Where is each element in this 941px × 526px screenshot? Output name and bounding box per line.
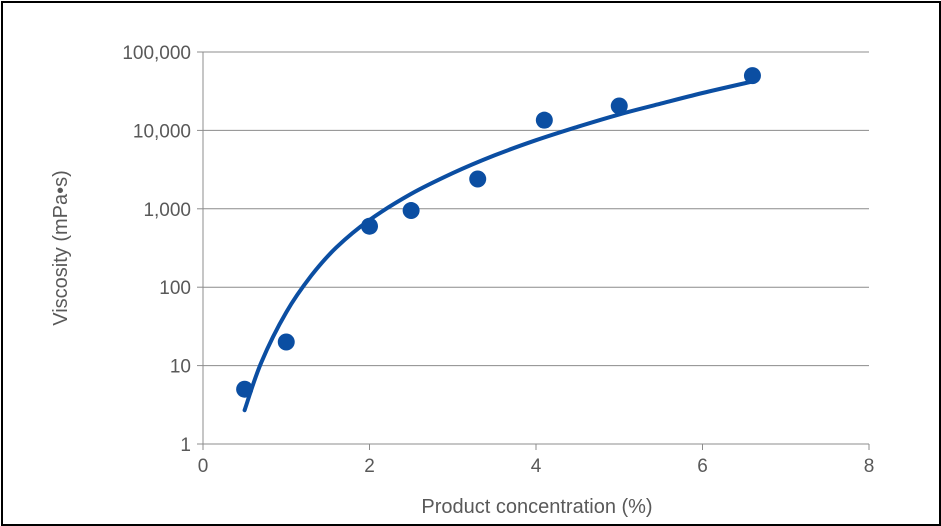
data-point <box>277 333 295 351</box>
y-tick-label: 100 <box>159 278 191 299</box>
data-points <box>236 67 761 398</box>
x-tick-labels: 0 2 4 6 8 <box>198 456 875 477</box>
x-tick-label: 8 <box>864 456 875 477</box>
data-point <box>469 170 487 188</box>
trend-line-group <box>242 79 755 413</box>
x-tick-label: 0 <box>198 456 209 477</box>
x-axis-title: Product concentration (%) <box>421 496 652 518</box>
x-tick-label: 6 <box>697 456 708 477</box>
y-axis-title: Viscosity (mPa•s) <box>50 170 72 326</box>
y-tick-labels: 1 10 100 1,000 10,000 100,000 <box>122 43 191 456</box>
grid-lines <box>203 51 869 367</box>
data-point <box>402 202 420 220</box>
axes <box>197 51 870 450</box>
y-tick-label: 10 <box>170 357 191 378</box>
y-tick-label: 1 <box>180 435 191 456</box>
data-point <box>236 380 254 398</box>
data-point <box>610 97 628 115</box>
y-tick-label: 100,000 <box>122 43 191 64</box>
data-point <box>743 67 761 85</box>
y-tick-label: 1,000 <box>143 200 191 221</box>
data-point <box>361 217 378 235</box>
x-tick-label: 4 <box>531 456 542 477</box>
trend-line <box>242 79 755 413</box>
y-tick-label: 10,000 <box>133 121 191 142</box>
data-point <box>535 111 553 129</box>
x-tick-label: 2 <box>364 456 375 477</box>
